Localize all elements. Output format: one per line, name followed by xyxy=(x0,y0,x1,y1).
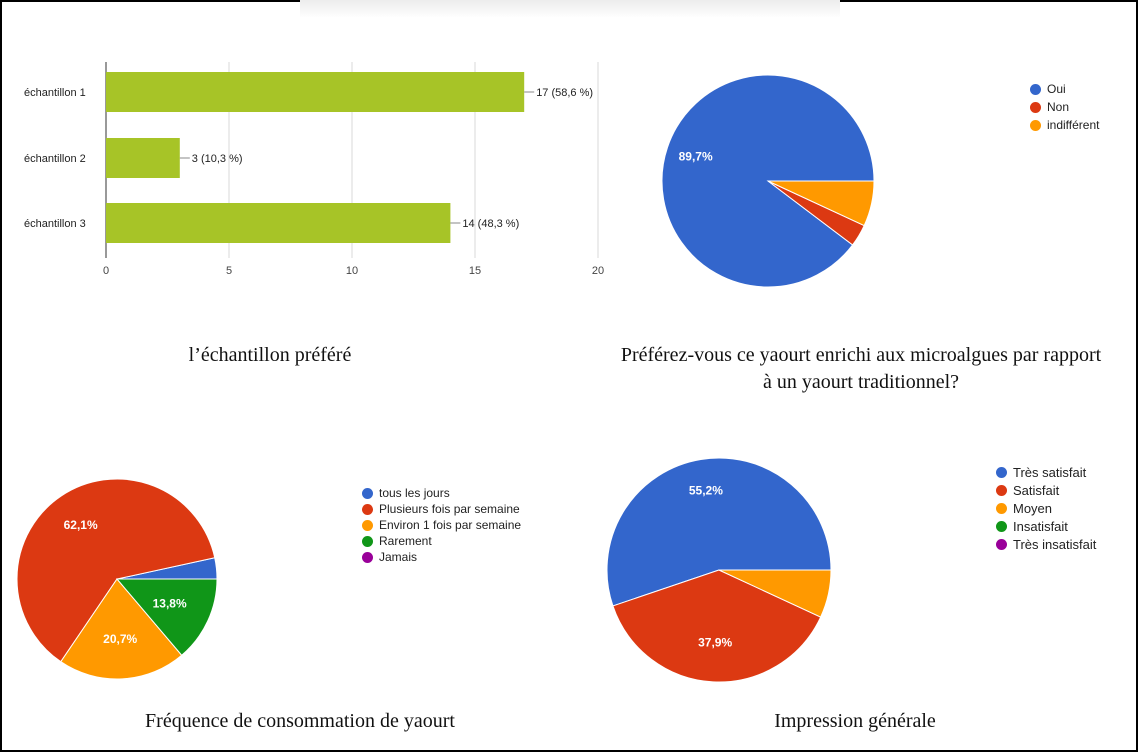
legend-preference: Oui Non indifférent xyxy=(1030,82,1099,136)
legend-swatch xyxy=(996,502,1007,514)
pie-slice xyxy=(612,569,822,683)
caption-frequency: Fréquence de consommation de yaourt xyxy=(145,710,455,732)
legend-label: Environ 1 fois par semaine xyxy=(379,518,522,532)
legend-label: Très satisfait xyxy=(1013,464,1087,480)
x-tick-label: 10 xyxy=(346,265,358,277)
data-label: 17 (58,6 %) xyxy=(536,87,593,99)
legend-item: Très satisfait xyxy=(996,464,1096,480)
slice-label: 13,8% xyxy=(153,596,187,610)
legend-item: Non xyxy=(1030,100,1099,114)
legend-swatch xyxy=(362,487,373,499)
category-label: échantillon 2 xyxy=(24,153,86,165)
x-tick-label: 5 xyxy=(226,265,232,277)
legend-label: Moyen xyxy=(1013,500,1053,516)
legend-item: Très insatisfait xyxy=(996,536,1097,552)
legend-item: Environ 1 fois par semaine xyxy=(362,518,521,532)
legend-label: Satisfait xyxy=(1013,482,1060,498)
caption-bar-chart: l’échantillon préféré xyxy=(188,344,352,366)
data-label: 3 (10,3 %) xyxy=(192,153,243,165)
slice-label: 89,7% xyxy=(679,150,713,164)
pie-slice xyxy=(115,578,218,656)
legend-label: Jamais xyxy=(379,550,418,564)
legend-swatch xyxy=(362,519,373,531)
x-tick-label: 15 xyxy=(469,265,481,277)
legend-swatch xyxy=(996,520,1007,532)
legend-item: Jamais xyxy=(362,550,521,564)
legend-item: Satisfait xyxy=(996,482,1096,498)
caption-preference: Préférez-vous ce yaourt enrichi aux micr… xyxy=(620,344,1102,393)
caption-impression: Impression générale xyxy=(774,710,936,732)
slice-label: 37,9% xyxy=(698,636,732,650)
legend-swatch xyxy=(996,484,1007,496)
pie-slice xyxy=(60,578,183,680)
pie-slice xyxy=(606,457,832,607)
legend-item: Oui xyxy=(1030,82,1099,96)
legend-swatch xyxy=(1030,101,1041,113)
legend-item: indifférent xyxy=(1030,118,1099,132)
pie-slice xyxy=(718,569,832,618)
legend-swatch xyxy=(1030,119,1041,131)
pie-slice xyxy=(16,478,216,663)
legend-item: tous les jours xyxy=(362,486,521,500)
category-label: échantillon 1 xyxy=(24,87,86,99)
legend-swatch xyxy=(362,551,373,563)
legend-item: Moyen xyxy=(996,500,1096,516)
legend-swatch xyxy=(996,466,1007,478)
data-label: 14 (48,3 %) xyxy=(462,218,519,230)
legend-label: Oui xyxy=(1047,82,1066,96)
bar xyxy=(106,72,525,112)
legend-item: Plusieurs fois par semaine xyxy=(362,502,521,516)
legend-item: Rarement xyxy=(362,534,521,548)
x-tick-label: 20 xyxy=(592,265,604,277)
legend-item: Insatisfait xyxy=(996,518,1096,534)
legend-frequency: tous les jours Plusieurs fois par semaine… xyxy=(362,486,521,566)
legend-label: indifférent xyxy=(1047,118,1100,132)
slice-label: 62,1% xyxy=(64,518,98,532)
slice-label: 55,2% xyxy=(689,483,723,497)
legend-swatch xyxy=(362,503,373,515)
legend-label: tous les jours xyxy=(379,486,450,500)
legend-label: Insatisfait xyxy=(1013,518,1068,534)
bar xyxy=(106,138,180,178)
legend-impression: Très satisfait Satisfait Moyen Insatisfait T… xyxy=(996,465,1096,555)
slice-label: 20,7% xyxy=(103,632,137,646)
x-tick-label: 0 xyxy=(103,265,109,277)
legend-label: Rarement xyxy=(379,534,432,548)
legend-label: Non xyxy=(1047,100,1070,114)
legend-label: Très insatisfait xyxy=(1013,536,1097,552)
bar xyxy=(106,203,451,243)
legend-swatch xyxy=(996,538,1007,550)
pie-slice xyxy=(767,180,875,227)
legend-swatch xyxy=(362,535,373,547)
legend-label: Plusieurs fois par semaine xyxy=(379,502,520,516)
top-shadow xyxy=(300,0,840,18)
legend-swatch xyxy=(1030,83,1041,95)
category-label: échantillon 3 xyxy=(24,218,86,230)
